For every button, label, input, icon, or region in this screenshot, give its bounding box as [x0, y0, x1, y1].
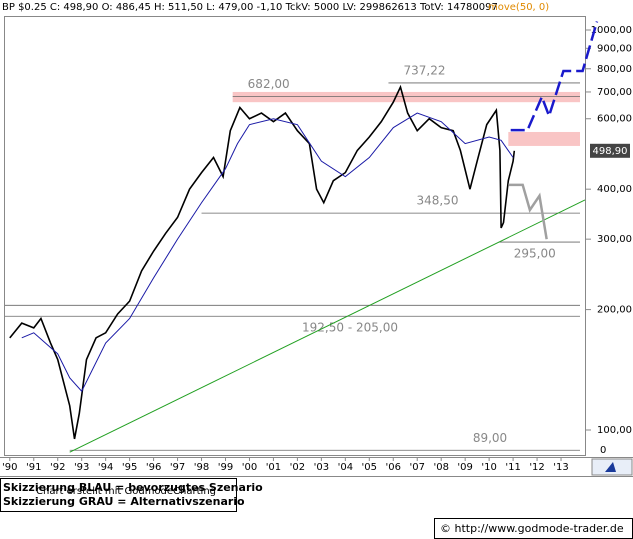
- credit: Chart erstellt mit GodmodeCharting: [36, 486, 216, 497]
- resistance-band: [508, 131, 580, 146]
- price-tag: [590, 143, 630, 158]
- trendline: [69, 199, 586, 453]
- x-tick-label: '91: [26, 462, 41, 473]
- indicator-label: move(50, 0): [488, 2, 549, 13]
- x-tick-label: '06: [386, 462, 401, 473]
- x-tick-label: '09: [457, 462, 472, 473]
- x-tick-label: '99: [218, 462, 233, 473]
- x-tick-label: '08: [433, 462, 448, 473]
- x-tick-label: '04: [338, 462, 353, 473]
- x-tick-label: '95: [122, 462, 137, 473]
- copyright: © http://www.godmode-trader.de: [440, 522, 624, 535]
- level-label: 192,50 - 205,00: [302, 321, 398, 335]
- x-tick-label: '97: [170, 462, 185, 473]
- scenario-grey: [508, 183, 548, 240]
- price-tag-label: 498,90: [593, 146, 628, 157]
- x-tick-label: '93: [74, 462, 89, 473]
- x-tick-label: '92: [50, 462, 65, 473]
- x-tick-label: '90: [2, 462, 17, 473]
- note: Skizzierung GRAU = Alternativszenario: [3, 495, 245, 508]
- tool-icon: [605, 462, 616, 472]
- x-tick-label: '10: [481, 462, 496, 473]
- level-label: 682,00: [248, 77, 290, 91]
- x-tick-label: '94: [98, 462, 113, 473]
- scenario-blue: [510, 21, 599, 132]
- y-tick-label: 900,00: [597, 43, 632, 54]
- y-tick-label: 600,00: [597, 114, 632, 125]
- x-tick-label: '12: [529, 462, 544, 473]
- level-label: 348,50: [417, 194, 459, 208]
- y-tick-label: 400,00: [597, 184, 632, 195]
- note-box: [0, 478, 237, 512]
- price-line: [9, 84, 516, 440]
- moving-average: [21, 112, 514, 393]
- y-tick-label: 800,00: [597, 64, 632, 75]
- y-tick-label: 200,00: [597, 305, 632, 316]
- note: Skizzierung BLAU = bevorzugtes Szenario: [3, 481, 263, 494]
- resistance-band: [232, 91, 580, 103]
- x-tick-label: '07: [409, 462, 424, 473]
- y-tick-label: 1000,00: [591, 25, 632, 36]
- x-tick-label: '05: [362, 462, 377, 473]
- y-tick-label: 100,00: [597, 425, 632, 436]
- level-label: 737,22: [403, 63, 445, 77]
- x-tick-label: '03: [314, 462, 329, 473]
- y-tick-label: 700,00: [597, 87, 632, 98]
- plot-frame: [4, 16, 586, 456]
- x-tick-label: '98: [194, 462, 209, 473]
- x-tick-label: '02: [290, 462, 305, 473]
- x-tick-label: '11: [505, 462, 520, 473]
- x-tick-label: '96: [146, 462, 161, 473]
- y-bottom-label: 0: [600, 445, 606, 456]
- level-label: 89,00: [473, 431, 507, 445]
- x-tick-label: '13: [553, 462, 568, 473]
- y-tick-label: 300,00: [597, 234, 632, 245]
- x-tick-label: '01: [266, 462, 281, 473]
- level-label: 295,00: [514, 247, 556, 261]
- header: BP $0.25 C: 498,90 O: 486,45 H: 511,50 L…: [2, 2, 498, 13]
- x-tick-label: '00: [242, 462, 257, 473]
